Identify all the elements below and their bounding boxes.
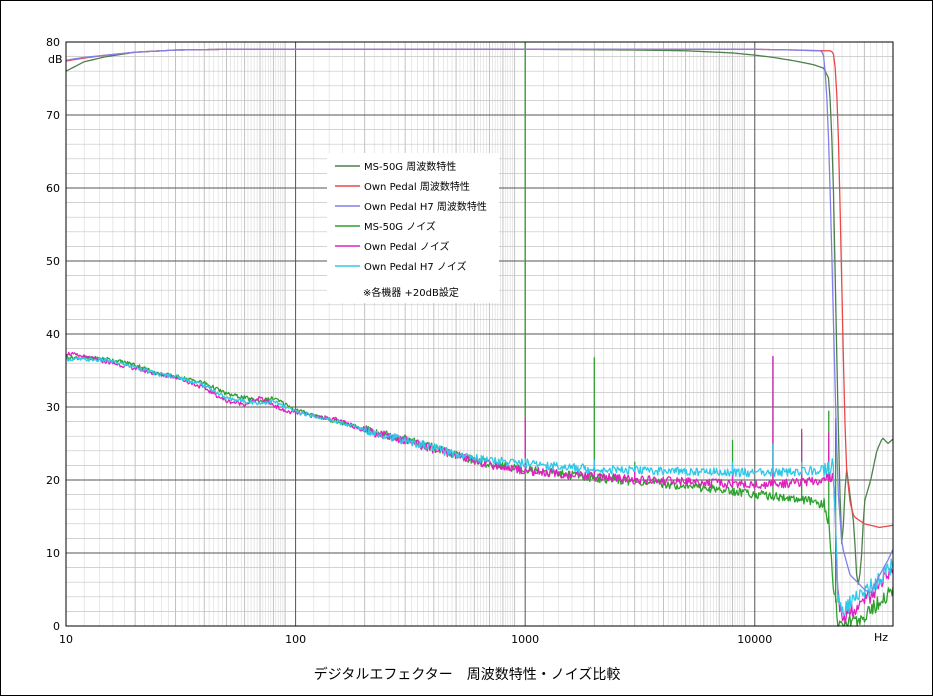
y-tick-label: 20	[46, 474, 60, 487]
legend-label: Own Pedal H7 周波数特性	[364, 200, 487, 213]
plot-border	[65, 41, 894, 627]
x-axis-ticks: 10 100 1000 10000	[59, 633, 772, 646]
series-line	[65, 48, 894, 594]
y-axis-label: dB	[48, 53, 63, 66]
y-tick-label: 30	[46, 401, 60, 414]
chart-title: デジタルエフェクター 周波数特性・ノイズ比較	[314, 666, 621, 683]
legend-note: ※各機器 +20dB設定	[363, 286, 459, 299]
x-tick-label: 10000	[737, 633, 772, 646]
x-tick-label: 1000	[511, 633, 539, 646]
legend-label: Own Pedal H7 ノイズ	[364, 260, 467, 273]
x-tick-label: 10	[59, 633, 73, 646]
y-axis-ticks: 0 10 20 30 40 50 60 70 80	[46, 36, 60, 633]
y-tick-label: 40	[46, 328, 60, 341]
y-tick-label: 70	[46, 109, 60, 122]
series-line	[65, 356, 894, 616]
legend-label: MS-50G ノイズ	[364, 220, 436, 233]
x-axis-label: Hz	[874, 631, 888, 644]
y-tick-label: 80	[46, 36, 60, 49]
series-line	[65, 354, 894, 627]
series-layer	[65, 42, 894, 627]
legend-label: MS-50G 周波数特性	[364, 160, 456, 173]
y-tick-label: 50	[46, 255, 60, 268]
legend: MS-50G 周波数特性 Own Pedal 周波数特性 Own Pedal H7 …	[327, 153, 499, 303]
y-tick-label: 0	[53, 620, 60, 633]
legend-box	[327, 153, 499, 303]
x-tick-label: 100	[285, 633, 306, 646]
y-tick-label: 60	[46, 182, 60, 195]
legend-label: Own Pedal 周波数特性	[364, 180, 470, 193]
series-line	[65, 351, 894, 625]
y-tick-label: 10	[46, 547, 60, 560]
legend-label: Own Pedal ノイズ	[364, 240, 450, 253]
